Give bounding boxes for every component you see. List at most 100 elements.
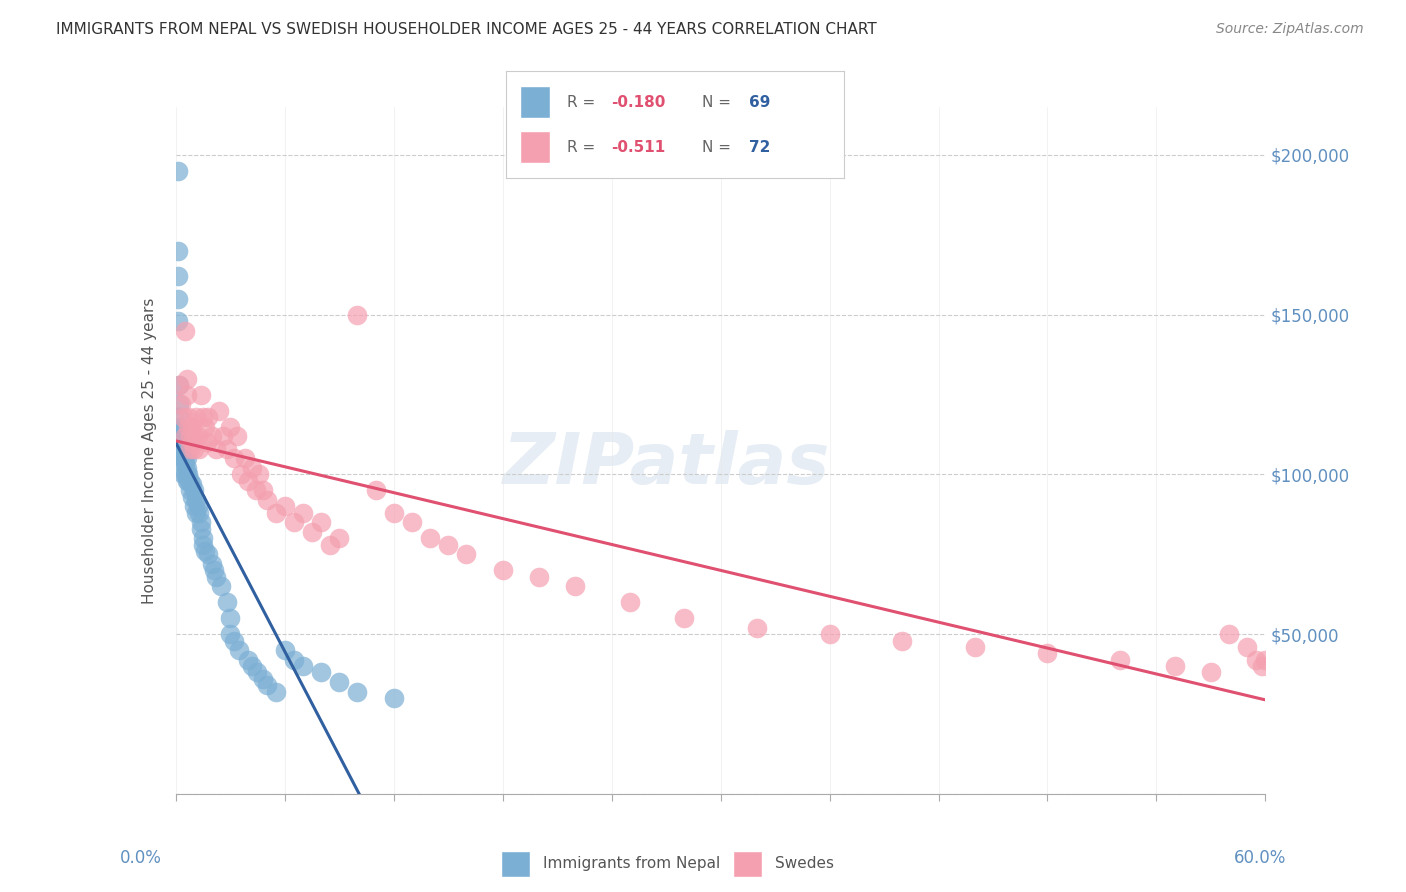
Point	[238, 653, 260, 667]
Point	[1236, 640, 1258, 654]
Point	[564, 579, 586, 593]
Point	[245, 483, 267, 498]
Point	[256, 678, 278, 692]
Point	[226, 429, 249, 443]
Point	[228, 643, 250, 657]
FancyBboxPatch shape	[733, 851, 762, 877]
Point	[215, 595, 238, 609]
Text: Swedes: Swedes	[775, 855, 834, 871]
Point	[209, 579, 232, 593]
Point	[194, 419, 217, 434]
Text: -0.511: -0.511	[610, 140, 665, 155]
Text: ZIPatlas: ZIPatlas	[502, 430, 830, 499]
Point	[256, 493, 278, 508]
Text: R =: R =	[567, 140, 600, 155]
Point	[169, 409, 191, 424]
Point	[191, 538, 214, 552]
Point	[222, 451, 245, 466]
Point	[233, 451, 256, 466]
Point	[166, 244, 188, 258]
Point	[170, 435, 193, 450]
Point	[219, 627, 242, 641]
Point	[240, 659, 263, 673]
Point	[492, 563, 515, 577]
Point	[219, 611, 242, 625]
Point	[201, 429, 224, 443]
Point	[818, 627, 841, 641]
Point	[197, 547, 219, 561]
Point	[179, 442, 201, 456]
Point	[190, 522, 212, 536]
Point	[1254, 653, 1277, 667]
Point	[419, 531, 441, 545]
Text: -0.180: -0.180	[610, 95, 665, 110]
Point	[183, 500, 205, 514]
Point	[264, 506, 287, 520]
Point	[181, 490, 204, 504]
Point	[291, 506, 314, 520]
Point	[215, 442, 238, 456]
Point	[172, 451, 194, 466]
Text: Immigrants from Nepal: Immigrants from Nepal	[543, 855, 720, 871]
Text: 72: 72	[749, 140, 770, 155]
Point	[186, 500, 209, 514]
Point	[176, 461, 198, 475]
Text: 0.0%: 0.0%	[120, 849, 162, 867]
Point	[184, 493, 207, 508]
Point	[195, 435, 218, 450]
Point	[246, 665, 269, 680]
Point	[188, 442, 211, 456]
Point	[456, 547, 478, 561]
Point	[166, 164, 188, 178]
Text: R =: R =	[567, 95, 600, 110]
Point	[177, 409, 200, 424]
Point	[274, 500, 297, 514]
Point	[204, 442, 226, 456]
Point	[173, 324, 195, 338]
Point	[963, 640, 986, 654]
Point	[173, 442, 195, 456]
Point	[346, 308, 368, 322]
Point	[176, 467, 198, 482]
Point	[169, 442, 191, 456]
Point	[176, 451, 198, 466]
Point	[181, 477, 204, 491]
Text: N =: N =	[702, 95, 735, 110]
Point	[247, 467, 270, 482]
Point	[346, 684, 368, 698]
Point	[673, 611, 696, 625]
Point	[184, 506, 207, 520]
Point	[181, 435, 204, 450]
Point	[197, 409, 219, 424]
Point	[169, 397, 191, 411]
Text: 60.0%: 60.0%	[1234, 849, 1286, 867]
Point	[382, 506, 405, 520]
Point	[382, 691, 405, 706]
Point	[173, 467, 195, 482]
Point	[169, 435, 191, 450]
Point	[172, 409, 194, 424]
Point	[240, 461, 263, 475]
Point	[172, 467, 194, 482]
Point	[166, 269, 188, 284]
Point	[309, 516, 332, 530]
Point	[291, 659, 314, 673]
Text: 69: 69	[749, 95, 770, 110]
Point	[231, 467, 253, 482]
Point	[183, 442, 205, 456]
Point	[170, 429, 193, 443]
Point	[301, 524, 323, 539]
Point	[1109, 653, 1132, 667]
Point	[222, 633, 245, 648]
Point	[188, 506, 211, 520]
Point	[173, 429, 195, 443]
Point	[170, 397, 193, 411]
Point	[166, 314, 188, 328]
Point	[176, 387, 198, 401]
Point	[319, 538, 342, 552]
FancyBboxPatch shape	[501, 851, 530, 877]
Point	[169, 378, 191, 392]
Point	[169, 429, 191, 443]
Point	[328, 531, 350, 545]
Point	[283, 653, 305, 667]
